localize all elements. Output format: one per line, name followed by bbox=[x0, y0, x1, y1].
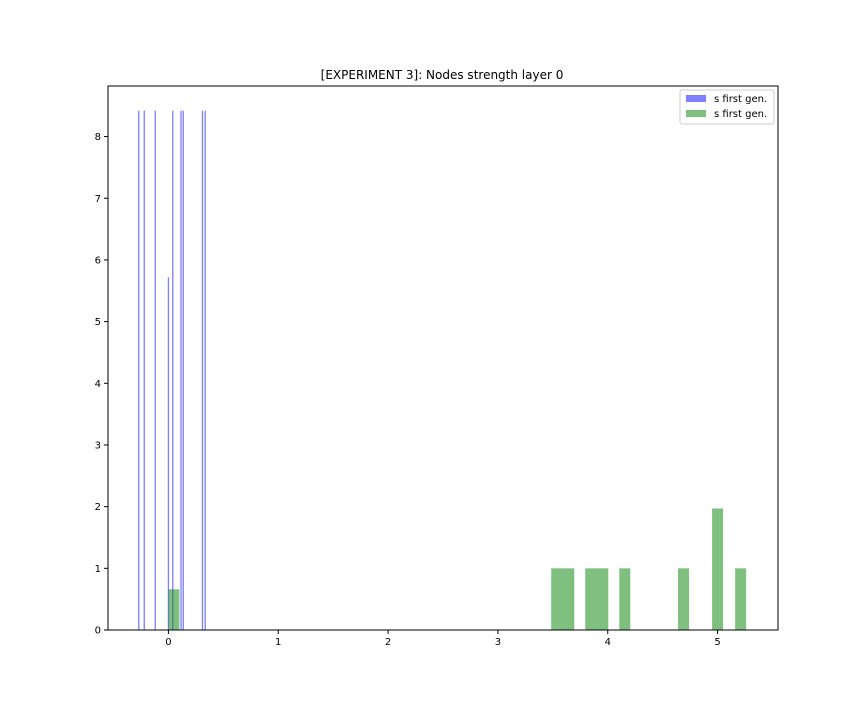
bar-s0-0 bbox=[138, 110, 140, 630]
y-tick-label-8: 8 bbox=[95, 132, 101, 143]
bar-s1-3 bbox=[619, 568, 631, 630]
y-tick-label-1: 1 bbox=[95, 564, 101, 575]
chart-title: [EXPERIMENT 3]: Nodes strength layer 0 bbox=[321, 68, 564, 82]
bar-s1-2 bbox=[585, 568, 609, 630]
x-tick-label-2: 2 bbox=[385, 637, 391, 648]
legend-swatch-0 bbox=[686, 95, 706, 102]
axes-layer: 0 1 2 3 4 5 0 1 2 3 4 5 6 7 8 bbox=[95, 85, 779, 648]
x-tick-label-5: 5 bbox=[714, 637, 720, 648]
legend: s first gen. s first gen. bbox=[679, 89, 775, 125]
bar-s1-5 bbox=[712, 508, 724, 630]
x-tick-label-3: 3 bbox=[495, 637, 501, 648]
bar-s0-8 bbox=[204, 110, 206, 630]
y-tick-label-7: 7 bbox=[95, 194, 101, 205]
bar-s1-4 bbox=[678, 568, 690, 630]
legend-label-1: s first gen. bbox=[714, 109, 767, 120]
bar-s0-7 bbox=[201, 110, 204, 630]
bar-s1-6 bbox=[735, 568, 747, 630]
bars-layer bbox=[138, 110, 747, 630]
bar-s0-1 bbox=[143, 110, 145, 630]
bar-s0-3 bbox=[167, 277, 170, 630]
legend-swatch-1 bbox=[686, 110, 706, 117]
y-tick-label-2: 2 bbox=[95, 502, 101, 513]
x-tick-label-4: 4 bbox=[605, 637, 611, 648]
plot-frame bbox=[107, 85, 779, 631]
x-tick-label-1: 1 bbox=[275, 637, 281, 648]
bar-s1-1 bbox=[551, 568, 575, 630]
bar-s0-5 bbox=[180, 110, 182, 630]
y-tick-label-3: 3 bbox=[95, 440, 101, 451]
y-tick-label-4: 4 bbox=[95, 379, 101, 390]
x-tick-label-0: 0 bbox=[165, 637, 171, 648]
y-tick-label-5: 5 bbox=[95, 317, 101, 328]
bar-s0-6 bbox=[182, 110, 184, 630]
legend-label-0: s first gen. bbox=[714, 94, 767, 105]
bar-s0-2 bbox=[154, 110, 156, 630]
y-tick-label-6: 6 bbox=[95, 255, 101, 266]
bar-s1-0 bbox=[168, 589, 180, 630]
bar-s0-4 bbox=[172, 110, 174, 630]
y-tick-label-0: 0 bbox=[95, 626, 101, 637]
